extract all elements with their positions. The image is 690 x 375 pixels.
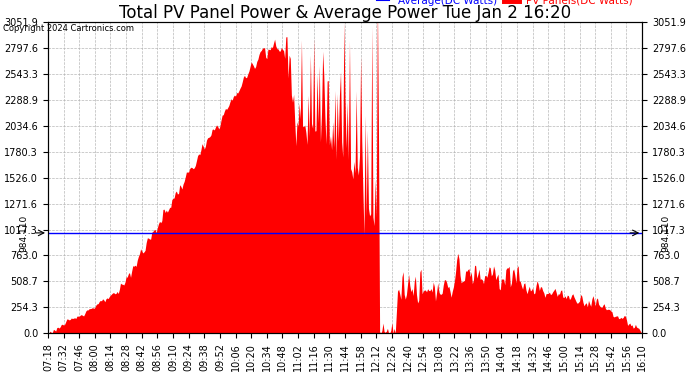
Text: 984.110: 984.110 bbox=[662, 214, 671, 252]
Title: Total PV Panel Power & Average Power Tue Jan 2 16:20: Total PV Panel Power & Average Power Tue… bbox=[119, 4, 571, 22]
Text: Copyright 2024 Cartronics.com: Copyright 2024 Cartronics.com bbox=[3, 24, 135, 33]
Legend: Average(DC Watts), PV Panels(DC Watts): Average(DC Watts), PV Panels(DC Watts) bbox=[373, 0, 637, 10]
Text: 984.110: 984.110 bbox=[19, 214, 28, 252]
